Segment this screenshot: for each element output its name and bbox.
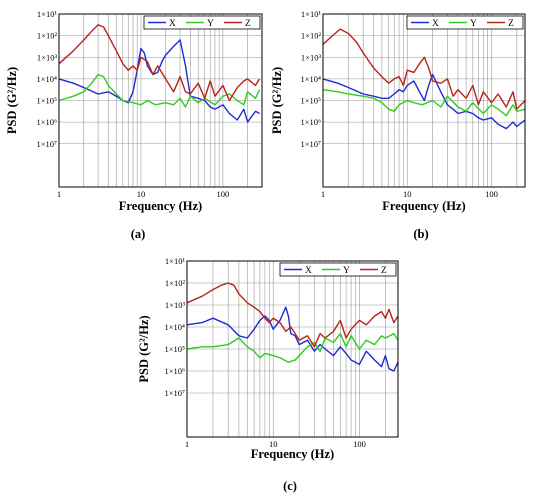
legend: X Y Z	[143, 15, 261, 30]
x-tick-label: 1	[321, 189, 325, 199]
series-line-z	[58, 24, 261, 102]
y-tick-label: 1×10²	[301, 31, 322, 41]
y-tick-label: 1×10⁴	[300, 74, 321, 84]
plot-frame	[186, 260, 399, 438]
series-line-z	[322, 28, 526, 110]
x-tick-label: 10	[403, 189, 412, 199]
x-axis-label: Frequency (Hz)	[382, 199, 465, 213]
y-tick-label: 1×10⁶	[300, 117, 321, 127]
legend: X Y Z	[279, 262, 397, 277]
y-tick-label: 1×10³	[37, 52, 58, 62]
series-line-x	[322, 73, 526, 130]
legend-label-x: X	[432, 19, 439, 29]
y-tick-label: 1×10¹	[37, 9, 58, 19]
x-tick-label: 100	[217, 189, 230, 199]
legend-label-z: Z	[245, 19, 251, 29]
psd-panel-2: 1×10¹ 1×10² 1×10³ 1×10⁴ 1×10⁵ 1×10⁶ 1×10⁷ 1 10 10…	[270, 9, 526, 241]
y-axis-label: PSD (G²/Hz)	[137, 315, 151, 382]
y-tick-label: 1×10⁵	[164, 344, 185, 354]
x-tick-label: 1	[185, 439, 189, 449]
y-tick-label: 1×10³	[301, 52, 322, 62]
x-tick-label: 1	[57, 189, 61, 199]
series-line-x	[58, 39, 260, 123]
panel-label: (a)	[131, 227, 146, 241]
x-tick-label: 100	[485, 189, 498, 199]
y-tick-label: 1×10⁷	[36, 139, 57, 149]
y-tick-label: 1×10⁴	[36, 74, 57, 84]
series-line-y	[58, 73, 261, 108]
y-tick-label: 1×10⁵	[36, 96, 57, 106]
legend-label-x: X	[169, 19, 176, 29]
legend-label-x: X	[305, 266, 312, 276]
y-axis-label: PSD (G²/Hz)	[5, 67, 19, 134]
x-tick-label: 10	[137, 189, 146, 199]
y-tick-label: 1×10²	[37, 31, 58, 41]
y-tick-label: 1×10⁵	[300, 96, 321, 106]
y-tick-label: 1×10⁷	[300, 139, 321, 149]
x-tick-label: 10	[269, 439, 278, 449]
y-tick-label: 1×10⁶	[164, 366, 185, 376]
y-tick-label: 1×10¹	[301, 9, 322, 19]
y-tick-label: 1×10⁷	[164, 388, 185, 398]
psd-panel-1: 1×10¹ 1×10² 1×10³ 1×10⁴ 1×10⁵ 1×10⁶ 1×10⁷ 1 10 10…	[5, 9, 263, 241]
series-line-y	[322, 89, 526, 117]
y-tick-label: 1×10⁴	[164, 322, 185, 332]
legend-label-z: Z	[381, 266, 387, 276]
plot-frame	[58, 13, 263, 188]
panel-label: (c)	[283, 479, 297, 493]
legend-label-z: Z	[508, 19, 514, 29]
x-axis-label: Frequency (Hz)	[251, 447, 334, 461]
psd-panel-3: 1×10¹ 1×10² 1×10³ 1×10⁴ 1×10⁵ 1×10⁶ 1×10⁷ 1 10 10…	[137, 256, 399, 493]
y-tick-label: 1×10⁶	[36, 117, 57, 127]
series-line-y	[186, 332, 399, 363]
legend-label-y: Y	[207, 19, 214, 29]
legend: X Y Z	[406, 15, 524, 30]
legend-label-y: Y	[343, 266, 350, 276]
x-tick-label: 100	[353, 439, 366, 449]
series-line-z	[186, 282, 399, 348]
x-axis-label: Frequency (Hz)	[119, 199, 202, 213]
y-axis-label: PSD (G²/Hz)	[270, 67, 284, 134]
panel-label: (b)	[413, 227, 428, 241]
legend-label-y: Y	[470, 19, 477, 29]
series-line-x	[186, 306, 399, 372]
y-tick-label: 1×10²	[165, 278, 186, 288]
y-tick-label: 1×10¹	[165, 256, 186, 266]
y-tick-label: 1×10³	[165, 300, 186, 310]
plot-frame	[322, 13, 526, 188]
